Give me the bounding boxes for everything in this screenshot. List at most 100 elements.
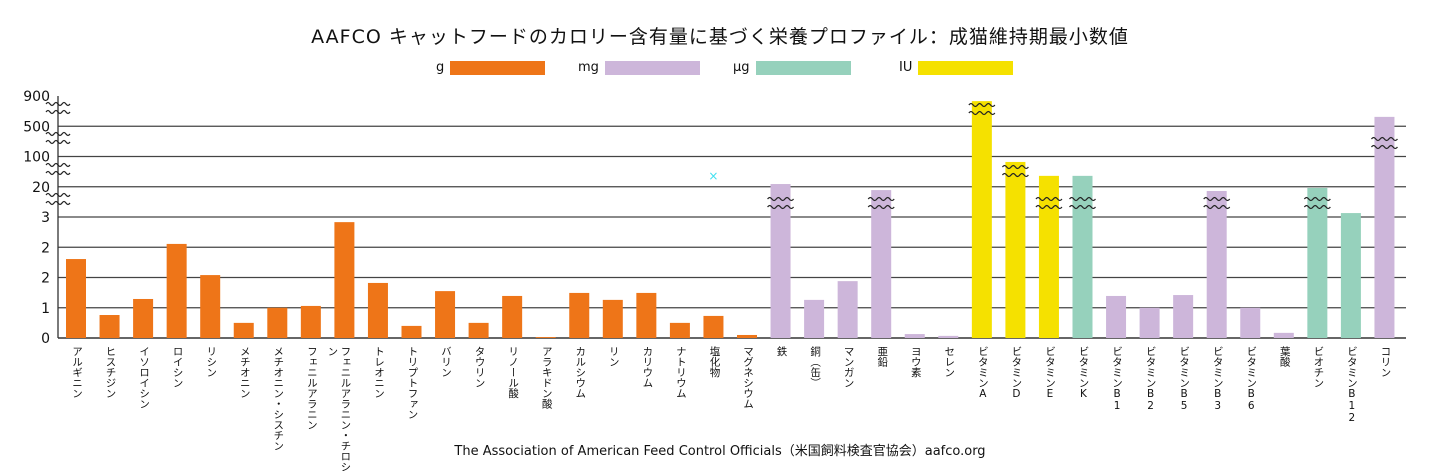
legend-swatch	[755, 60, 851, 75]
legend-label: IU	[899, 60, 913, 75]
bar	[435, 291, 456, 338]
bar-break-icon	[1303, 196, 1331, 202]
axis-break-icon	[45, 101, 71, 107]
x-tick-label: 塩化物	[708, 346, 721, 378]
bar-break-icon	[867, 204, 895, 210]
x-tick-label: ビオチン	[1312, 346, 1325, 388]
y-tick-label: 3	[41, 210, 50, 226]
x-tick-label: ビタミンA	[976, 346, 989, 400]
bar	[334, 222, 355, 338]
bar-break-icon	[767, 196, 795, 202]
bar	[569, 292, 590, 338]
bar	[1340, 213, 1361, 338]
bar	[770, 184, 791, 338]
legend-swatch	[450, 60, 546, 75]
y-tick-label: 900	[23, 89, 50, 105]
bar-break-icon	[1303, 204, 1331, 210]
x-tick-label: ビタミンB6	[1245, 346, 1258, 412]
x-tick-label: ビタミンK	[1077, 346, 1090, 400]
bar	[166, 243, 187, 338]
bar	[703, 315, 724, 338]
bar-break-icon	[1370, 144, 1398, 150]
x-tick-label: カルシウム	[574, 346, 587, 399]
x-tick-label: メチオニン・シスチン	[272, 346, 285, 451]
y-tick-label: 20	[32, 180, 50, 196]
x-tick-label: 亜鉛	[876, 346, 889, 367]
bar-break-icon	[1035, 204, 1063, 210]
bar	[468, 322, 489, 338]
x-tick-label: フェニルアラニン・チロシン	[326, 346, 352, 472]
bar	[1240, 307, 1261, 338]
bar	[1106, 295, 1127, 338]
bar	[1307, 187, 1328, 338]
axis-break-icon	[45, 131, 71, 137]
bar-break-icon	[968, 110, 996, 116]
bar	[737, 334, 757, 338]
legend-swatch	[918, 60, 1014, 75]
x-tick-label: ヨウ素	[909, 346, 922, 378]
bar-break-icon	[1203, 204, 1231, 210]
bar	[669, 322, 690, 338]
bar	[602, 299, 623, 338]
bar	[233, 322, 254, 338]
bar	[300, 305, 321, 338]
x-tick-label: リノール酸	[507, 346, 520, 399]
bar	[502, 295, 523, 338]
y-tick-label: 2	[41, 240, 50, 256]
x-tick-label: アラキドン酸	[540, 346, 553, 409]
legend-label: mg	[578, 60, 599, 75]
bar	[267, 307, 288, 338]
x-tick-label: ヒスチジン	[104, 346, 117, 399]
bar	[66, 259, 86, 338]
bar-break-icon	[1001, 172, 1029, 178]
bar	[99, 315, 120, 338]
legend-item: g	[436, 60, 546, 75]
bar	[1173, 295, 1194, 338]
x-tick-label: リシン	[205, 346, 218, 378]
x-tick-label: ロイシン	[171, 346, 184, 388]
bar	[1273, 332, 1294, 338]
y-tick-label: 500	[23, 119, 50, 135]
x-tick-label: リン	[607, 346, 620, 367]
bar	[837, 281, 858, 338]
x-tick-label: ビタミンB1	[1111, 346, 1124, 412]
legend-item: IU	[899, 60, 1014, 75]
x-tick-label: コリン	[1379, 346, 1392, 378]
bar	[636, 292, 657, 338]
x-tick-label: マンガン	[842, 346, 855, 388]
x-tick-label: トリプトファン	[406, 346, 419, 420]
axis-break-icon	[45, 192, 71, 198]
bar	[1139, 307, 1160, 338]
x-tick-label: ビタミンB12	[1345, 346, 1358, 424]
bar	[1206, 190, 1227, 338]
x-tick-label: ビタミンB3	[1211, 346, 1224, 412]
y-tick-label: 0	[41, 331, 50, 347]
axis-break-icon	[45, 139, 71, 145]
x-tick-label: マグネシウム	[742, 346, 754, 409]
legend-label: μg	[733, 60, 750, 75]
bar	[535, 337, 556, 338]
x-tick-label: ビタミンB2	[1144, 346, 1157, 412]
x-tick-label: フェニルアラニン	[305, 346, 318, 430]
x-tick-label: 銅（缶）	[809, 346, 822, 388]
legend-label: g	[436, 60, 445, 75]
bar-break-icon	[867, 196, 895, 202]
bar-break-icon	[767, 204, 795, 210]
bar	[1005, 161, 1026, 338]
bar	[1072, 175, 1093, 338]
bar-break-icon	[1203, 196, 1231, 202]
x-tick-label: メチオニン	[238, 346, 251, 399]
chart-source: The Association of American Feed Control…	[454, 444, 986, 459]
x-tick-label: 葉酸	[1278, 346, 1291, 367]
x-tick-label: ビタミンB5	[1178, 346, 1191, 412]
legend-item: μg	[733, 60, 851, 75]
bar-break-icon	[968, 102, 996, 108]
bar	[971, 101, 992, 338]
bar	[367, 282, 388, 338]
legend-item: mg	[578, 60, 700, 75]
x-tick-label: アルギニン	[71, 346, 83, 399]
y-tick-label: 2	[41, 271, 50, 287]
x-tick-label: 鉄	[775, 346, 788, 357]
bar	[401, 325, 422, 338]
